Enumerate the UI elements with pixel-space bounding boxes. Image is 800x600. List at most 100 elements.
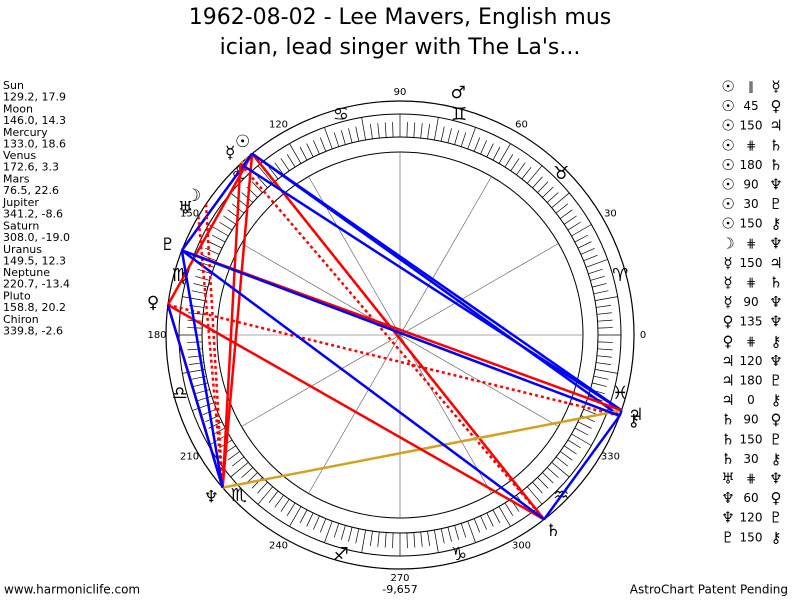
aspect-line	[221, 163, 242, 488]
planet-glyph: ☉	[235, 132, 250, 152]
aspect-p2: ♇	[769, 372, 782, 390]
degree-label: 30	[604, 209, 617, 220]
degree-tick	[460, 132, 467, 147]
degree-label: 0	[640, 330, 646, 341]
aspect-p1: ☿	[723, 293, 732, 311]
degree-tick	[188, 312, 204, 315]
degree-tick	[227, 451, 241, 461]
aspect-p2: ♃	[769, 254, 782, 272]
planet-name: Uranus	[3, 243, 42, 256]
wheel-circle	[165, 100, 635, 570]
degree-tick	[211, 234, 226, 243]
degree-tick	[532, 481, 543, 494]
aspect-p1: ☉	[721, 176, 734, 194]
degree-tick	[274, 494, 284, 508]
degree-tick	[195, 275, 210, 281]
aspect-line	[167, 303, 545, 521]
aspect-p2: ⚷	[771, 391, 782, 409]
degree-tick	[486, 143, 494, 158]
aspect-type: 60	[743, 491, 758, 505]
degree-tick	[219, 221, 233, 231]
degree-tick	[498, 506, 511, 527]
degree-label: 180	[147, 330, 166, 341]
planet-glyph: ☿	[225, 143, 235, 163]
aspect-type: 150	[740, 530, 763, 544]
degree-tick	[583, 254, 598, 262]
degree-tick	[447, 527, 452, 542]
degree-tick	[498, 143, 511, 164]
degree-tick	[480, 140, 487, 155]
degree-tick	[583, 408, 598, 416]
degree-tick	[454, 130, 460, 145]
degree-tick	[571, 433, 592, 446]
aspect-p1: ☿	[723, 254, 732, 272]
degree-tick	[440, 528, 445, 544]
degree-tick	[537, 181, 549, 193]
degree-tick	[355, 126, 360, 142]
degree-tick	[205, 248, 220, 255]
aspect-p1: ♄	[721, 450, 734, 468]
aspect-p2: ♇	[769, 509, 782, 527]
degree-tick	[377, 531, 380, 547]
aspect-type: 120	[740, 354, 763, 368]
aspect-line	[221, 153, 254, 488]
aspect-p1: ♆	[721, 489, 734, 507]
degree-tick	[333, 523, 340, 538]
degree-tick	[563, 445, 577, 455]
degree-tick	[492, 509, 501, 524]
aspect-p1: ☉	[721, 117, 734, 135]
aspect-p1: ☉	[721, 195, 734, 213]
degree-tick	[406, 122, 408, 138]
aspect-p2: ♆	[769, 234, 782, 252]
degree-tick	[592, 283, 607, 288]
degree-label: 300	[512, 540, 531, 551]
degree-tick	[392, 532, 394, 548]
degree-tick	[223, 215, 237, 225]
aspect-p2: ♆	[769, 176, 782, 194]
sign-glyph: ♋	[333, 104, 349, 125]
degree-label: 60	[515, 120, 528, 131]
degree-tick	[420, 123, 423, 139]
aspect-line	[239, 162, 623, 412]
aspect-p1: ☿	[723, 274, 732, 292]
degree-tick	[594, 296, 618, 301]
aspect-p1: ♃	[721, 391, 734, 409]
aspect-p1: ☉	[721, 78, 734, 96]
degree-tick	[257, 481, 268, 494]
degree-tick	[306, 512, 314, 527]
aspect-p1: ☉	[721, 136, 734, 154]
aspect-p1: ♃	[721, 372, 734, 390]
aspect-type: ∥	[748, 80, 754, 94]
degree-tick	[406, 532, 408, 548]
sign-glyph: ♏	[231, 485, 247, 506]
sign-glyph: ♈	[612, 265, 628, 286]
aspect-type: ⋕	[746, 236, 756, 250]
degree-tick	[588, 268, 603, 275]
degree-tick	[551, 462, 570, 478]
aspect-line	[166, 304, 224, 488]
planet-position: 149.5, 12.3	[3, 254, 66, 267]
degree-tick	[208, 421, 223, 429]
aspect-line	[239, 163, 546, 521]
degree-tick	[286, 154, 296, 168]
degree-tick	[492, 146, 501, 161]
aspect-type: 90	[743, 413, 758, 427]
degree-tick	[594, 369, 618, 374]
degree-tick	[333, 132, 340, 147]
degree-tick	[182, 296, 206, 301]
degree-tick	[597, 341, 613, 343]
degree-tick	[230, 462, 249, 478]
aspect-p2: ♀	[771, 489, 782, 507]
degree-tick	[516, 162, 526, 176]
planet-glyph: ♄	[546, 521, 561, 541]
degree-tick	[299, 509, 308, 524]
aspect-type: ⋕	[746, 276, 756, 290]
degree-tick	[555, 203, 569, 214]
planet-name: Chiron	[3, 313, 39, 326]
aspect-type: ⋕	[746, 334, 756, 348]
planet-position: 158.8, 20.2	[3, 301, 66, 314]
aspect-line	[543, 415, 621, 521]
degree-label: 270	[390, 573, 409, 584]
aspect-line	[167, 303, 620, 418]
aspect-type: 180	[740, 158, 763, 172]
